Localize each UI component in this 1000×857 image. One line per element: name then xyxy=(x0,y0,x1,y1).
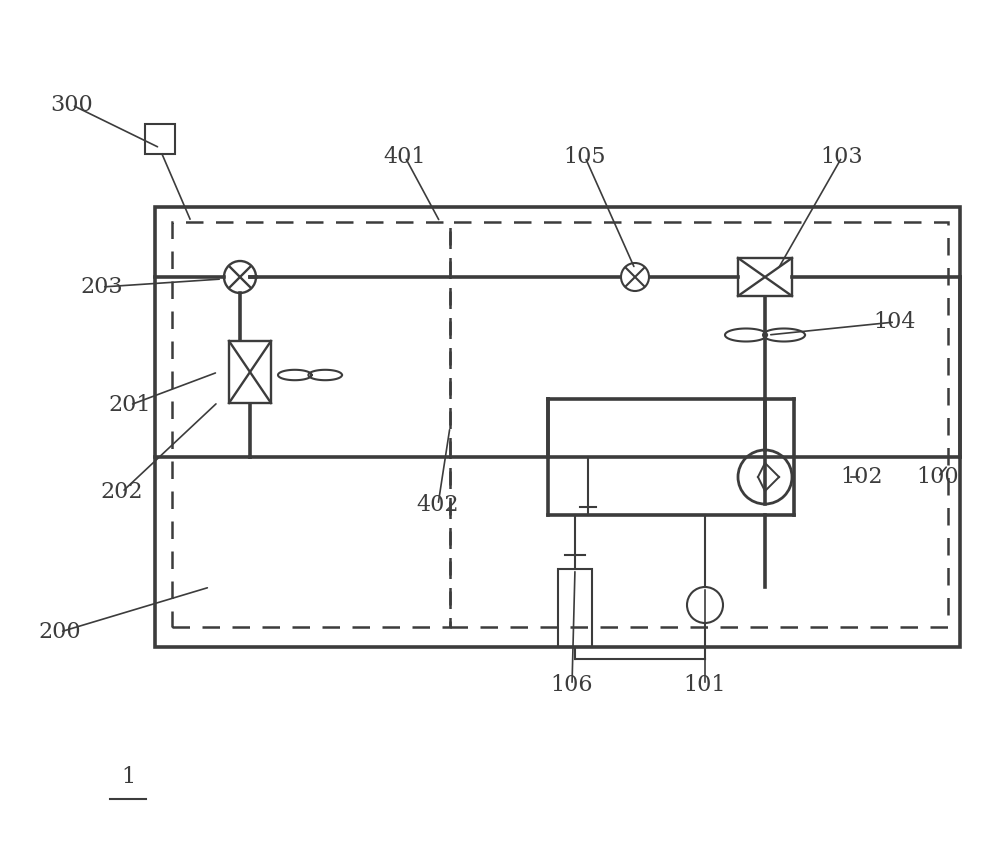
Text: 106: 106 xyxy=(551,674,593,696)
Bar xyxy=(450,222,948,627)
Bar xyxy=(155,207,960,647)
Text: 104: 104 xyxy=(874,311,916,333)
Text: 200: 200 xyxy=(39,621,81,643)
Text: 401: 401 xyxy=(384,146,426,168)
Text: 203: 203 xyxy=(81,276,123,298)
Text: 1: 1 xyxy=(121,766,135,788)
Text: 102: 102 xyxy=(841,466,883,488)
Text: 300: 300 xyxy=(51,94,93,116)
Text: 202: 202 xyxy=(101,481,143,503)
Text: 103: 103 xyxy=(821,146,863,168)
Bar xyxy=(738,258,792,296)
Text: 402: 402 xyxy=(417,494,459,516)
Text: 105: 105 xyxy=(564,146,606,168)
Text: 101: 101 xyxy=(684,674,726,696)
Bar xyxy=(558,569,592,647)
Bar xyxy=(229,341,271,403)
Text: 100: 100 xyxy=(917,466,959,488)
Bar xyxy=(145,124,175,154)
Text: 201: 201 xyxy=(109,394,151,416)
Bar xyxy=(172,222,450,627)
